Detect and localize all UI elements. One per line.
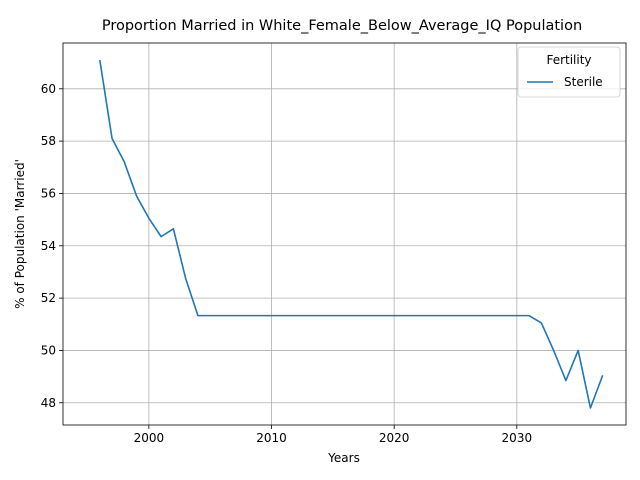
y-axis: 48 50 52 54 56 58 60 [41, 82, 63, 410]
x-axis-label: Years [327, 451, 360, 465]
plot-frame [62, 42, 627, 426]
y-tick-label: 56 [41, 186, 56, 200]
x-tick-label: 2020 [379, 431, 410, 445]
x-tick-label: 2000 [134, 431, 165, 445]
legend-title: Fertility [546, 53, 591, 67]
series-line-sterile [99, 59, 604, 409]
y-tick-label: 60 [41, 82, 56, 96]
chart-title: Proportion Married in White_Female_Below… [102, 18, 582, 34]
x-tick-label: 2030 [502, 431, 533, 445]
x-tick-label: 2010 [256, 431, 287, 445]
y-axis-label: % of Population 'Married' [13, 159, 27, 309]
grid-lines [63, 43, 626, 425]
y-tick-label: 54 [41, 239, 56, 253]
legend: Fertility Sterile [517, 46, 621, 98]
y-tick-label: 58 [41, 134, 56, 148]
x-axis: 2000 2010 2020 2030 [134, 425, 533, 445]
legend-box [517, 46, 621, 98]
y-tick-label: 50 [41, 343, 56, 357]
y-tick-label: 52 [41, 291, 56, 305]
y-tick-label: 48 [41, 396, 56, 410]
legend-label-sterile: Sterile [564, 75, 603, 89]
series-layer [99, 59, 604, 409]
